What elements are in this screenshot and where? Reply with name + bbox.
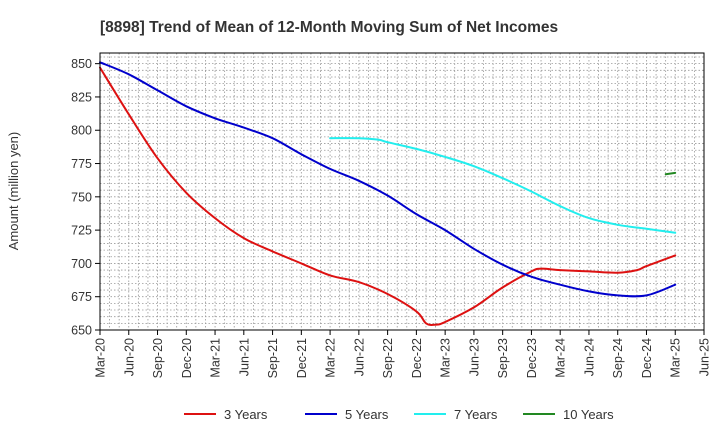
y-tick-label: 825 xyxy=(71,90,92,104)
legend: 3 Years 5 Years 7 Years 10 Years xyxy=(184,407,614,422)
x-tick-label: Jun-25 xyxy=(698,338,712,376)
series-line-3-years xyxy=(99,66,677,326)
x-tick-label: Mar-22 xyxy=(324,338,338,378)
y-tick-label: 775 xyxy=(71,157,92,171)
y-tick-label: 725 xyxy=(71,224,92,238)
series-line-7-years xyxy=(329,137,677,234)
x-tick-label: Mar-20 xyxy=(94,338,108,378)
x-tick-label: Sep-20 xyxy=(151,338,165,378)
x-tick-label: Jun-20 xyxy=(122,338,136,376)
chart-title: [8898] Trend of Mean of 12-Month Moving … xyxy=(100,19,558,36)
x-tick-label: Mar-23 xyxy=(439,338,453,378)
x-tick-labels: Mar-20 Jun-20 Sep-20 Dec-20 Mar-21 Jun-21 Sep-… xyxy=(94,330,712,378)
legend-label-7-years: 7 Years xyxy=(454,407,498,422)
y-tick-label: 800 xyxy=(71,124,92,138)
y-tick-label: 750 xyxy=(71,190,92,204)
x-tick-label: Jun-22 xyxy=(352,338,366,376)
x-tick-label: Jun-24 xyxy=(582,338,596,376)
x-tick-label: Sep-21 xyxy=(266,338,280,378)
y-axis-label: Amount (million yen) xyxy=(6,132,21,251)
grid-layer xyxy=(100,53,704,330)
x-tick-label: Dec-24 xyxy=(640,338,654,378)
x-tick-label: Dec-20 xyxy=(180,338,194,378)
x-tick-label: Sep-24 xyxy=(611,338,625,378)
y-tick-labels: 650 675 700 725 750 775 800 825 850 xyxy=(71,57,100,338)
legend-label-3-years: 3 Years xyxy=(224,407,268,422)
series-line-10-years xyxy=(664,171,677,176)
x-tick-label: Dec-23 xyxy=(525,338,539,378)
legend-label-10-years: 10 Years xyxy=(563,407,614,422)
series-layer xyxy=(99,61,677,326)
y-tick-label: 700 xyxy=(71,257,92,271)
series-line-5-years xyxy=(99,61,677,298)
x-tick-label: Mar-21 xyxy=(209,338,223,378)
x-tick-label: Sep-22 xyxy=(381,338,395,378)
x-tick-label: Jun-23 xyxy=(467,338,481,376)
x-tick-label: Sep-23 xyxy=(496,338,510,378)
x-tick-label: Dec-22 xyxy=(410,338,424,378)
legend-label-5-years: 5 Years xyxy=(345,407,389,422)
y-tick-label: 650 xyxy=(71,324,92,338)
x-tick-label: Mar-25 xyxy=(669,338,683,378)
x-tick-label: Dec-21 xyxy=(295,338,309,378)
y-tick-label: 850 xyxy=(71,57,92,71)
y-tick-label: 675 xyxy=(71,290,92,304)
x-tick-label: Jun-21 xyxy=(237,338,251,376)
plot-frame xyxy=(99,52,705,331)
x-tick-label: Mar-24 xyxy=(554,338,568,378)
